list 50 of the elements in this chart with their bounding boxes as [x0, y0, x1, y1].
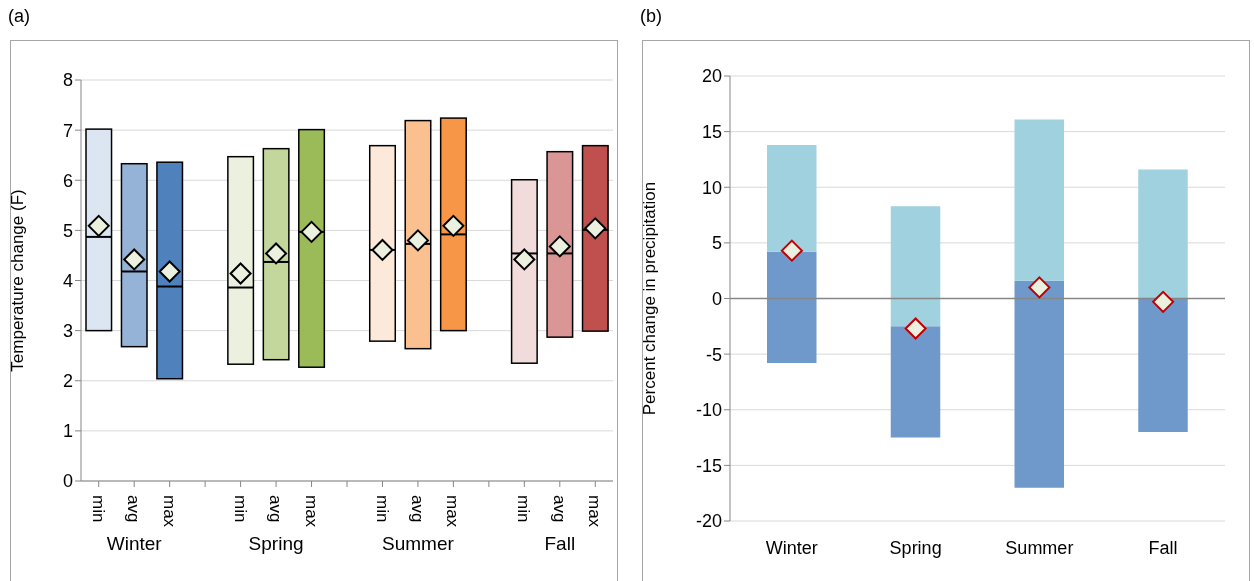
x-tick-label: avg — [407, 495, 427, 523]
bar — [1138, 169, 1188, 299]
x-tick-label: avg — [549, 495, 569, 523]
y-tick-label: 10 — [701, 177, 722, 198]
x-tick-label: max — [301, 495, 321, 528]
y-tick-label: 7 — [62, 120, 73, 141]
bar — [1014, 280, 1064, 488]
point — [1028, 276, 1051, 299]
y-tick-label: 5 — [711, 233, 722, 254]
y-tick-label: 2 — [62, 371, 73, 392]
x-tick-label: Fall — [1148, 537, 1178, 558]
x-tick-label: min — [230, 495, 250, 523]
y-tick-label: 6 — [62, 170, 73, 191]
y-tick-label: 3 — [62, 321, 73, 342]
x-tick-label: min — [514, 495, 534, 523]
y-tick-label: 15 — [701, 122, 722, 143]
x-tick-label: min — [88, 495, 108, 523]
x-tick-label: Spring — [889, 537, 942, 558]
bar — [1138, 298, 1188, 432]
y-tick-label: 8 — [62, 70, 73, 91]
chart-title: (a) — [8, 6, 30, 27]
chart-title: (b) — [640, 6, 662, 27]
x-tick-label: avg — [266, 495, 286, 523]
bar — [1014, 119, 1064, 281]
y-tick-label: 0 — [711, 288, 722, 309]
y-tick-label: 0 — [62, 471, 73, 492]
y-tick-label: -15 — [695, 455, 722, 476]
x-tick-label: max — [159, 495, 179, 528]
y-tick-label: -10 — [695, 400, 722, 421]
x-tick-label: max — [585, 495, 605, 528]
point — [904, 317, 927, 340]
bar — [767, 251, 817, 364]
x-tick-label: min — [372, 495, 392, 523]
bar — [890, 206, 941, 327]
y-tick-label: 5 — [62, 220, 73, 241]
point — [1152, 290, 1175, 313]
x-tick-label: avg — [124, 495, 144, 523]
bar — [890, 326, 941, 438]
y-tick-label: -20 — [695, 511, 722, 532]
x-tick-label: max — [443, 495, 463, 528]
x-tick-label: Winter — [765, 537, 818, 558]
y-axis-title: Temperature change (F) — [8, 189, 28, 372]
x-tick-label: Summer — [1005, 537, 1074, 558]
y-tick-label: 1 — [62, 421, 73, 442]
point — [780, 239, 803, 262]
y-axis-title: Percent change in precipitation — [640, 181, 660, 416]
bar — [767, 144, 817, 252]
y-tick-label: -5 — [705, 344, 722, 365]
y-tick-label: 4 — [62, 270, 73, 291]
y-tick-label: 20 — [701, 66, 722, 87]
